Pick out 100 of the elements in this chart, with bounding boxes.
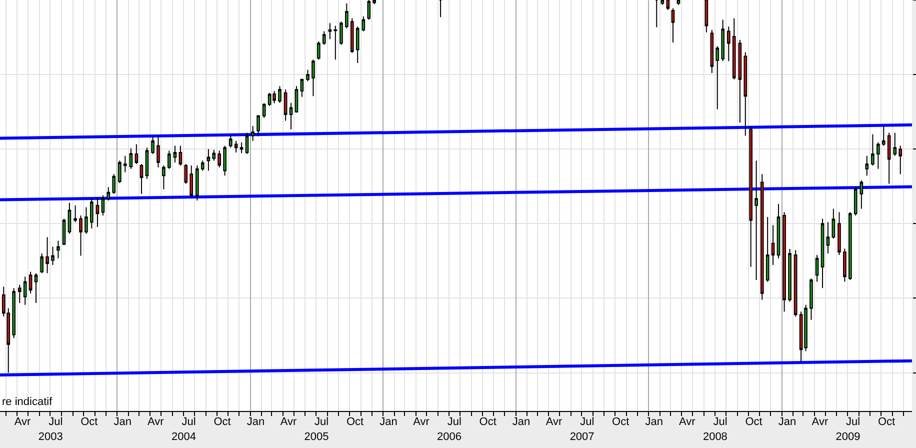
candlestick (234, 140, 238, 153)
candlestick (256, 114, 260, 137)
x-tick-label: Oct (80, 416, 98, 428)
x2-tick-label: 2008 (702, 431, 728, 443)
candlestick (34, 272, 38, 304)
candlestick (28, 271, 32, 294)
candlestick (848, 212, 852, 280)
candlestick (887, 132, 891, 184)
x-tick-label: Jul (182, 416, 196, 428)
x-tick-label: Avr (413, 416, 430, 428)
candlestick (68, 202, 72, 234)
candlestick (810, 278, 813, 320)
candlestick (106, 186, 110, 202)
candlestick (860, 180, 864, 210)
candlestick (898, 145, 902, 175)
candlestick (129, 148, 133, 170)
candlestick (438, 0, 442, 18)
candlestick (738, 39, 742, 124)
x2-tick-label: 2004 (171, 431, 196, 443)
candlestick (815, 254, 819, 282)
candlestick (12, 288, 16, 339)
candlestick (90, 198, 94, 229)
x-tick-label: Oct (214, 416, 231, 428)
candlestick (744, 52, 748, 136)
candlestick (190, 165, 194, 198)
candlestick (56, 240, 60, 259)
x-tick-label: Jul (580, 416, 594, 428)
x-tick-label: Avr (679, 416, 696, 428)
candlestick (294, 86, 298, 114)
candlestick (123, 155, 127, 173)
candlestick (838, 212, 841, 256)
x-tick-label: Jan (512, 416, 530, 428)
candlestick (666, 0, 670, 11)
candlestick (173, 145, 177, 164)
candlestick (96, 196, 100, 228)
candlestick (184, 164, 188, 184)
candlestick (710, 29, 714, 74)
candlestick (162, 165, 166, 190)
candlestick (721, 19, 724, 62)
candlestick (23, 276, 27, 306)
candlestick (317, 40, 320, 60)
candlestick (223, 145, 226, 176)
candlestick (362, 16, 366, 32)
candlestick (101, 194, 105, 216)
candlestick (794, 250, 798, 317)
x2-tick-label: 2003 (38, 431, 63, 443)
x-tick-label: Jan (645, 416, 663, 428)
x2-tick-label: 2009 (836, 431, 860, 443)
x-tick-label: Jan (246, 416, 265, 428)
candlestick (367, 0, 371, 20)
candlestick (760, 174, 764, 300)
candlestick (212, 149, 216, 162)
x-tick-label: Oct (612, 416, 630, 428)
x-tick-label: Jul (846, 416, 860, 428)
candlestick (118, 160, 122, 184)
candlestick (312, 59, 315, 97)
candlestick (228, 134, 232, 148)
candlestick (832, 208, 836, 240)
candlestick (151, 137, 154, 154)
candlestick (893, 132, 897, 156)
candlestick (284, 88, 288, 122)
x-tick-label: Avr (546, 416, 563, 428)
x-tick-label: Oct (745, 416, 762, 428)
candlestick (134, 144, 138, 165)
x-tick-label: Jul (713, 416, 728, 428)
candlestick (156, 135, 160, 168)
candlestick (289, 102, 293, 130)
x-tick-label: Avr (148, 416, 164, 428)
candlestick (334, 25, 338, 60)
candlestick (871, 134, 874, 166)
candlestick (322, 30, 326, 46)
candlestick (40, 252, 44, 274)
x-tick-label: Jul (48, 416, 63, 428)
candlestick (776, 203, 780, 259)
candlestick (754, 160, 758, 280)
x2-tick-label: 2006 (437, 431, 462, 443)
candlestick (671, 8, 675, 43)
candlestick (278, 86, 282, 104)
candlestick (178, 145, 182, 166)
x-tick-label: Jan (380, 416, 398, 428)
candlestick (218, 150, 222, 168)
candlestick (865, 155, 869, 176)
candlestick (240, 142, 244, 154)
candlestick (340, 21, 343, 46)
candlestick (200, 160, 204, 172)
candlestick (732, 18, 736, 80)
candlestick (245, 132, 249, 154)
x-tick-label: Jul (447, 416, 462, 428)
text: re indicatif (2, 396, 54, 408)
x-tick-label: Oct (878, 416, 896, 428)
candlestick (79, 214, 82, 256)
candlestick (766, 216, 770, 282)
candlestick (876, 142, 880, 170)
candlestick (356, 26, 360, 64)
x-tick-label: Oct (346, 416, 364, 428)
candlestick (749, 125, 752, 268)
candlestick (300, 78, 304, 98)
candlestick (251, 125, 254, 142)
x-tick-label: Avr (812, 416, 828, 428)
candlestick (820, 218, 824, 289)
